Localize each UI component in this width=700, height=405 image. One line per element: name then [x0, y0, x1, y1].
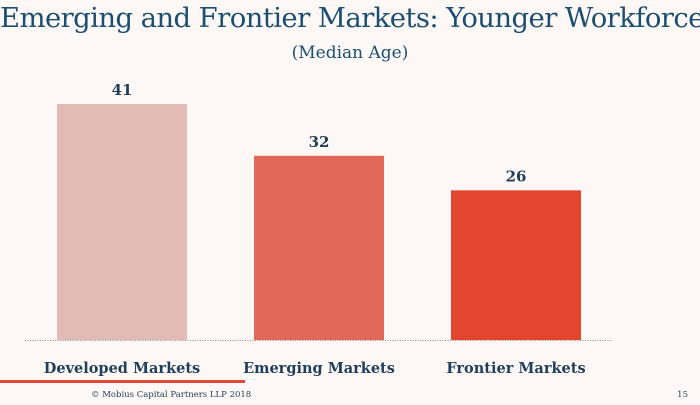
category-label-emerging-markets: Emerging Markets [243, 360, 395, 377]
bar-developed-markets [57, 104, 187, 340]
page-number: 15 [677, 390, 688, 400]
bar-emerging-markets [254, 155, 384, 340]
slide-subtitle: (Median Age) [291, 43, 409, 63]
slide-title: Emerging and Frontier Markets: Younger W… [0, 2, 700, 34]
category-label-developed-markets: Developed Markets [44, 360, 200, 377]
value-label-developed-markets: 41 [112, 81, 133, 99]
value-label-frontier-markets: 26 [506, 167, 527, 185]
footer-accent-rule [0, 380, 245, 383]
category-label-frontier-markets: Frontier Markets [446, 360, 585, 377]
value-label-emerging-markets: 32 [309, 133, 330, 151]
bar-frontier-markets [451, 190, 581, 340]
footer-copyright: © Mobius Capital Partners LLP 2018 [91, 390, 252, 400]
